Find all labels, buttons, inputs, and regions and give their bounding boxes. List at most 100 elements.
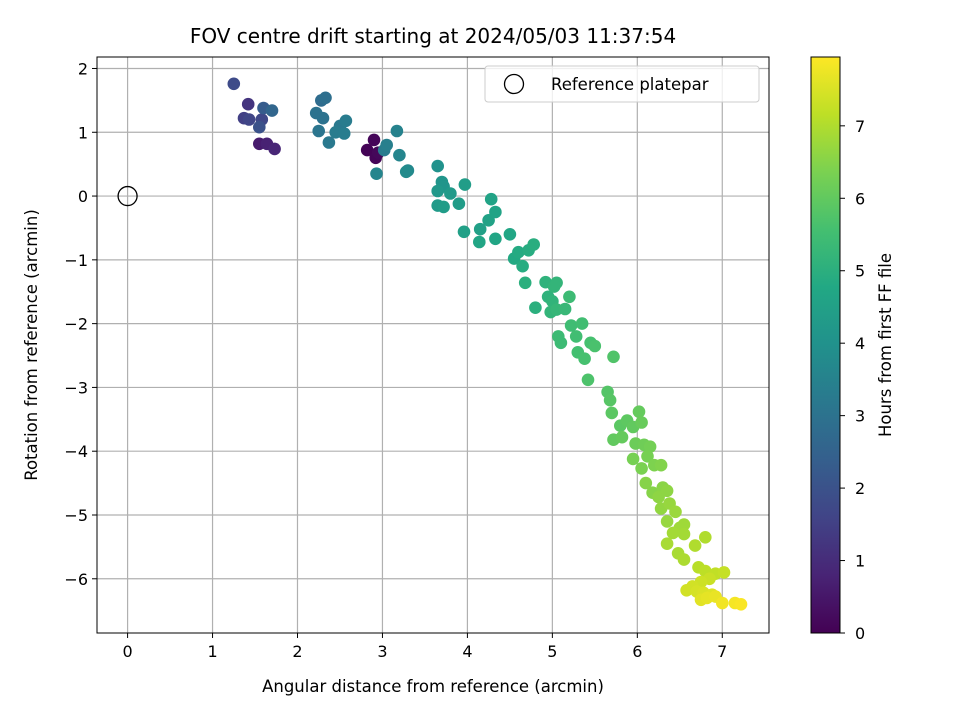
colorbar-tick-label: 0: [855, 624, 865, 643]
data-point: [360, 143, 374, 157]
data-point: [575, 317, 589, 330]
data-point: [241, 97, 255, 111]
data-point: [319, 91, 332, 105]
x-tick-label: 6: [632, 642, 642, 661]
data-point: [669, 505, 682, 519]
legend-box: [484, 65, 760, 103]
colorbar-tick-label: 6: [855, 189, 865, 208]
data-point: [393, 148, 406, 162]
data-point: [380, 138, 394, 152]
colorbar-tick-label: 3: [855, 407, 865, 426]
x-axis-ticks: 0 1 2 3 4 5 6 7: [122, 633, 727, 661]
x-tick-label: 4: [462, 642, 472, 661]
data-point: [569, 330, 583, 343]
data-point: [677, 553, 691, 566]
data-point: [452, 197, 466, 210]
data-point: [666, 526, 680, 540]
colorbar-ticks: 0 1 2 3 4 5 6 7: [840, 117, 865, 643]
data-point: [603, 393, 617, 407]
colorbar-gradient: [810, 56, 841, 634]
y-tick-label: −4: [64, 442, 88, 461]
reference-marker: [117, 185, 138, 207]
legend-entry-reference: Reference platepar: [551, 75, 709, 94]
y-tick-label: −2: [64, 315, 88, 334]
data-point: [489, 232, 502, 246]
data-point: [339, 114, 353, 128]
colorbar: 0 1 2 3 4 5 6 7 Hours from first FF file: [810, 56, 895, 643]
y-tick-label: −6: [64, 570, 88, 589]
data-point: [518, 276, 532, 290]
chart-title: FOV centre drift starting at 2024/05/03 …: [190, 24, 676, 48]
data-point: [626, 452, 640, 466]
data-point: [680, 584, 693, 597]
data-point: [431, 159, 445, 173]
data-point: [564, 319, 578, 332]
y-tick-label: 2: [78, 59, 88, 78]
data-point: [615, 430, 629, 444]
data-point: [639, 476, 653, 490]
x-tick-label: 0: [122, 642, 132, 661]
data-point: [660, 537, 674, 550]
data-point: [242, 113, 256, 126]
data-point: [503, 228, 517, 241]
data-point: [529, 301, 542, 315]
reference-platepar-marker: [117, 185, 138, 207]
data-point: [265, 104, 279, 117]
data-point: [654, 458, 668, 472]
x-tick-label: 2: [292, 642, 302, 661]
y-tick-label: −5: [64, 506, 88, 525]
data-point: [370, 167, 383, 180]
data-point: [312, 124, 326, 138]
x-tick-label: 5: [547, 642, 557, 661]
data-point: [458, 178, 472, 191]
y-tick-label: −3: [64, 378, 88, 397]
data-point: [473, 222, 487, 236]
data-point: [322, 136, 336, 149]
legend-reference-marker: [503, 73, 525, 95]
data-point: [607, 350, 620, 364]
y-axis-ticks: 2 1 0 −1 −2 −3 −4 −5 −6: [64, 59, 97, 589]
data-point: [605, 406, 619, 420]
plot-frame: [96, 56, 770, 634]
data-point: [554, 336, 568, 350]
colorbar-tick-label: 2: [855, 479, 865, 498]
data-point: [688, 539, 702, 552]
y-tick-label: 0: [78, 187, 88, 206]
data-point: [227, 77, 241, 91]
legend: Reference platepar: [484, 65, 760, 103]
data-point: [588, 339, 602, 353]
data-point: [578, 352, 591, 366]
data-point: [677, 518, 691, 531]
data-point: [512, 245, 525, 259]
colorbar-tick-label: 5: [855, 262, 865, 281]
data-point: [660, 515, 674, 528]
colorbar-tick-label: 7: [855, 117, 865, 136]
data-point: [550, 276, 563, 290]
data-point: [563, 290, 576, 304]
colorbar-tick-label: 1: [855, 552, 865, 571]
data-point: [316, 111, 330, 125]
data-point: [390, 124, 404, 138]
data-point: [367, 133, 381, 147]
data-point: [268, 142, 281, 156]
data-points: [227, 77, 748, 611]
data-point: [699, 531, 712, 544]
y-tick-label: 1: [78, 123, 88, 142]
data-point: [444, 187, 457, 200]
data-point: [252, 120, 266, 134]
data-point: [431, 184, 445, 198]
data-point: [641, 450, 654, 463]
data-point: [437, 200, 450, 214]
data-point: [484, 192, 498, 206]
data-point: [399, 165, 413, 179]
data-point: [635, 416, 648, 429]
data-point: [660, 484, 674, 498]
grid-lines: [97, 57, 769, 633]
colorbar-label: Hours from first FF file: [876, 253, 895, 437]
data-point: [457, 225, 471, 239]
data-point: [482, 214, 495, 227]
data-point: [489, 205, 502, 219]
x-tick-label: 3: [377, 642, 387, 661]
data-point: [527, 238, 540, 251]
data-point: [716, 596, 729, 610]
